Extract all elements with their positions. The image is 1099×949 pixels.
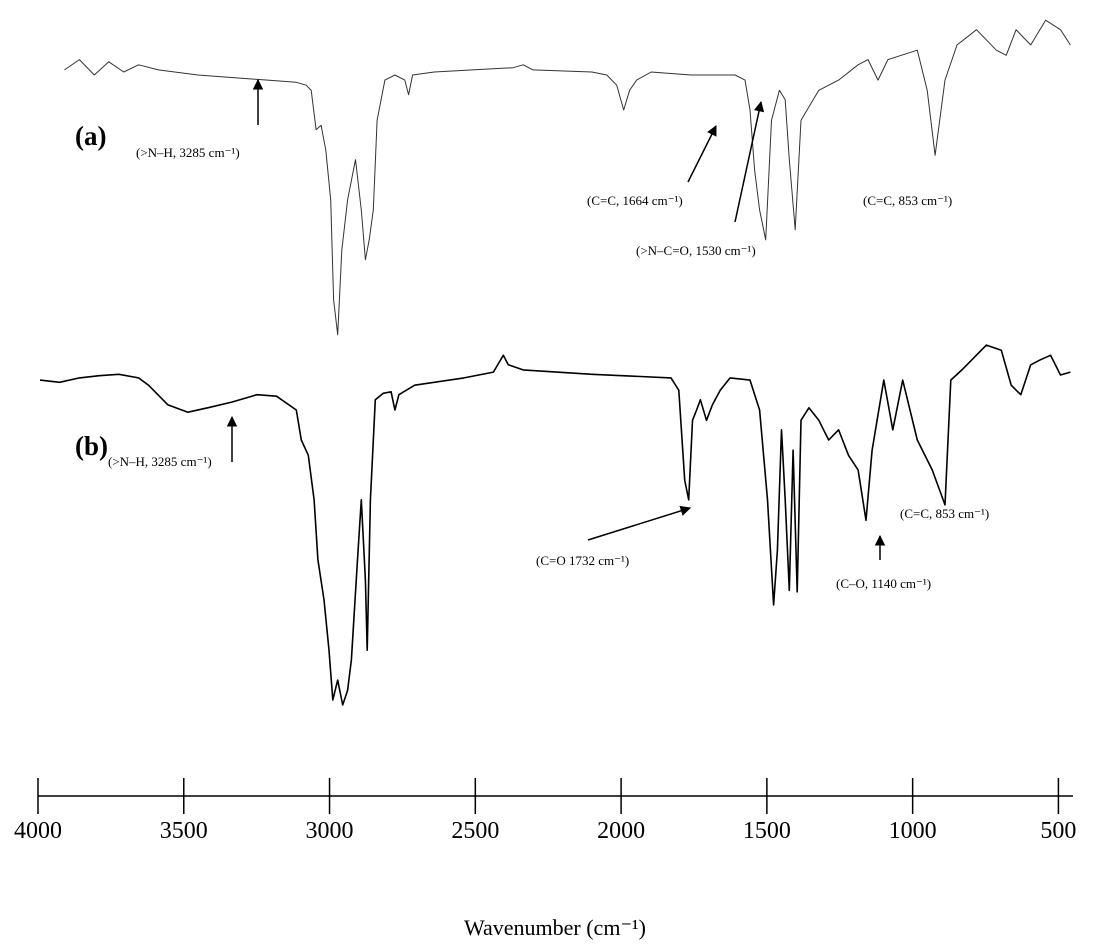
x-tick-label: 3500 bbox=[160, 818, 208, 844]
x-tick-label: 500 bbox=[1040, 818, 1076, 844]
x-tick-label: 3000 bbox=[306, 818, 354, 844]
annotation: (C=C, 1664 cm⁻¹) bbox=[587, 193, 683, 208]
x-tick-label: 4000 bbox=[14, 818, 62, 844]
annotation: (C=C, 853 cm⁻¹) bbox=[900, 506, 989, 521]
spectrum-line bbox=[64, 19, 1071, 336]
annotation-arrow bbox=[687, 125, 717, 183]
panel-label: (a) bbox=[75, 121, 106, 151]
annotation: (C=C, 853 cm⁻¹) bbox=[863, 193, 952, 208]
annotation: (>N–C=O, 1530 cm⁻¹) bbox=[636, 243, 756, 258]
x-tick-label: 2500 bbox=[451, 818, 499, 844]
annotation-arrow bbox=[587, 505, 692, 541]
panel-label: (b) bbox=[75, 431, 108, 461]
annotation: (C–O, 1140 cm⁻¹) bbox=[836, 576, 931, 591]
annotation: (>N–H, 3285 cm⁻¹) bbox=[136, 145, 240, 160]
annotation-arrow bbox=[734, 100, 765, 223]
x-tick-label: 1500 bbox=[743, 818, 791, 844]
x-tick-label: 2000 bbox=[597, 818, 645, 844]
annotation: (C=O 1732 cm⁻¹) bbox=[536, 553, 629, 568]
x-tick-label: 1000 bbox=[889, 818, 937, 844]
x-axis-label: Wavenumber (cm⁻¹) bbox=[464, 915, 646, 940]
annotation: (>N–H, 3285 cm⁻¹) bbox=[108, 454, 212, 469]
spectrum-line bbox=[39, 344, 1071, 706]
